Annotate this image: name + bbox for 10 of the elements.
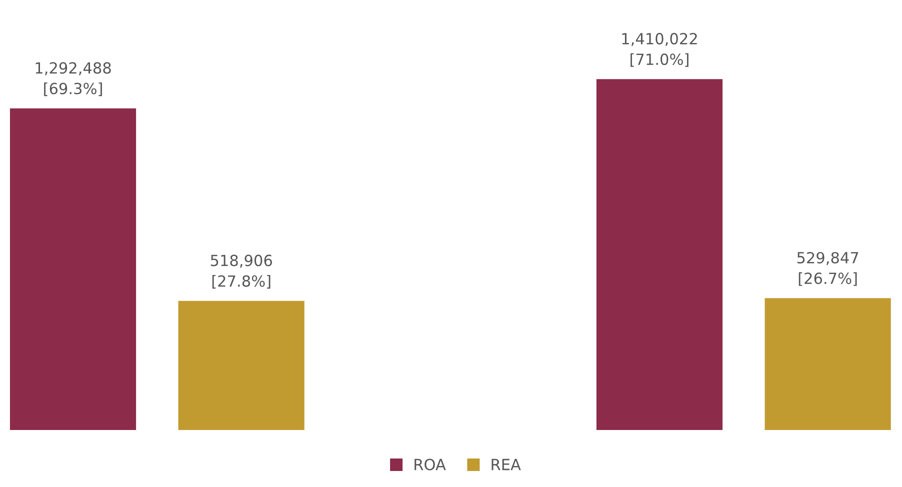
bar	[178, 300, 304, 430]
data-label: 518,906 [27.8%]	[210, 254, 272, 289]
bar	[596, 79, 723, 430]
bar	[764, 298, 891, 430]
legend-label: REA	[492, 458, 521, 470]
data-label: 1,410,022 [71.0%]	[622, 32, 697, 67]
data-label: 529,847 [26.7%]	[797, 252, 858, 286]
data-label: 1,292,488 [69.3%]	[36, 62, 111, 96]
legend-label: ROA	[414, 458, 446, 470]
bar	[10, 108, 136, 430]
